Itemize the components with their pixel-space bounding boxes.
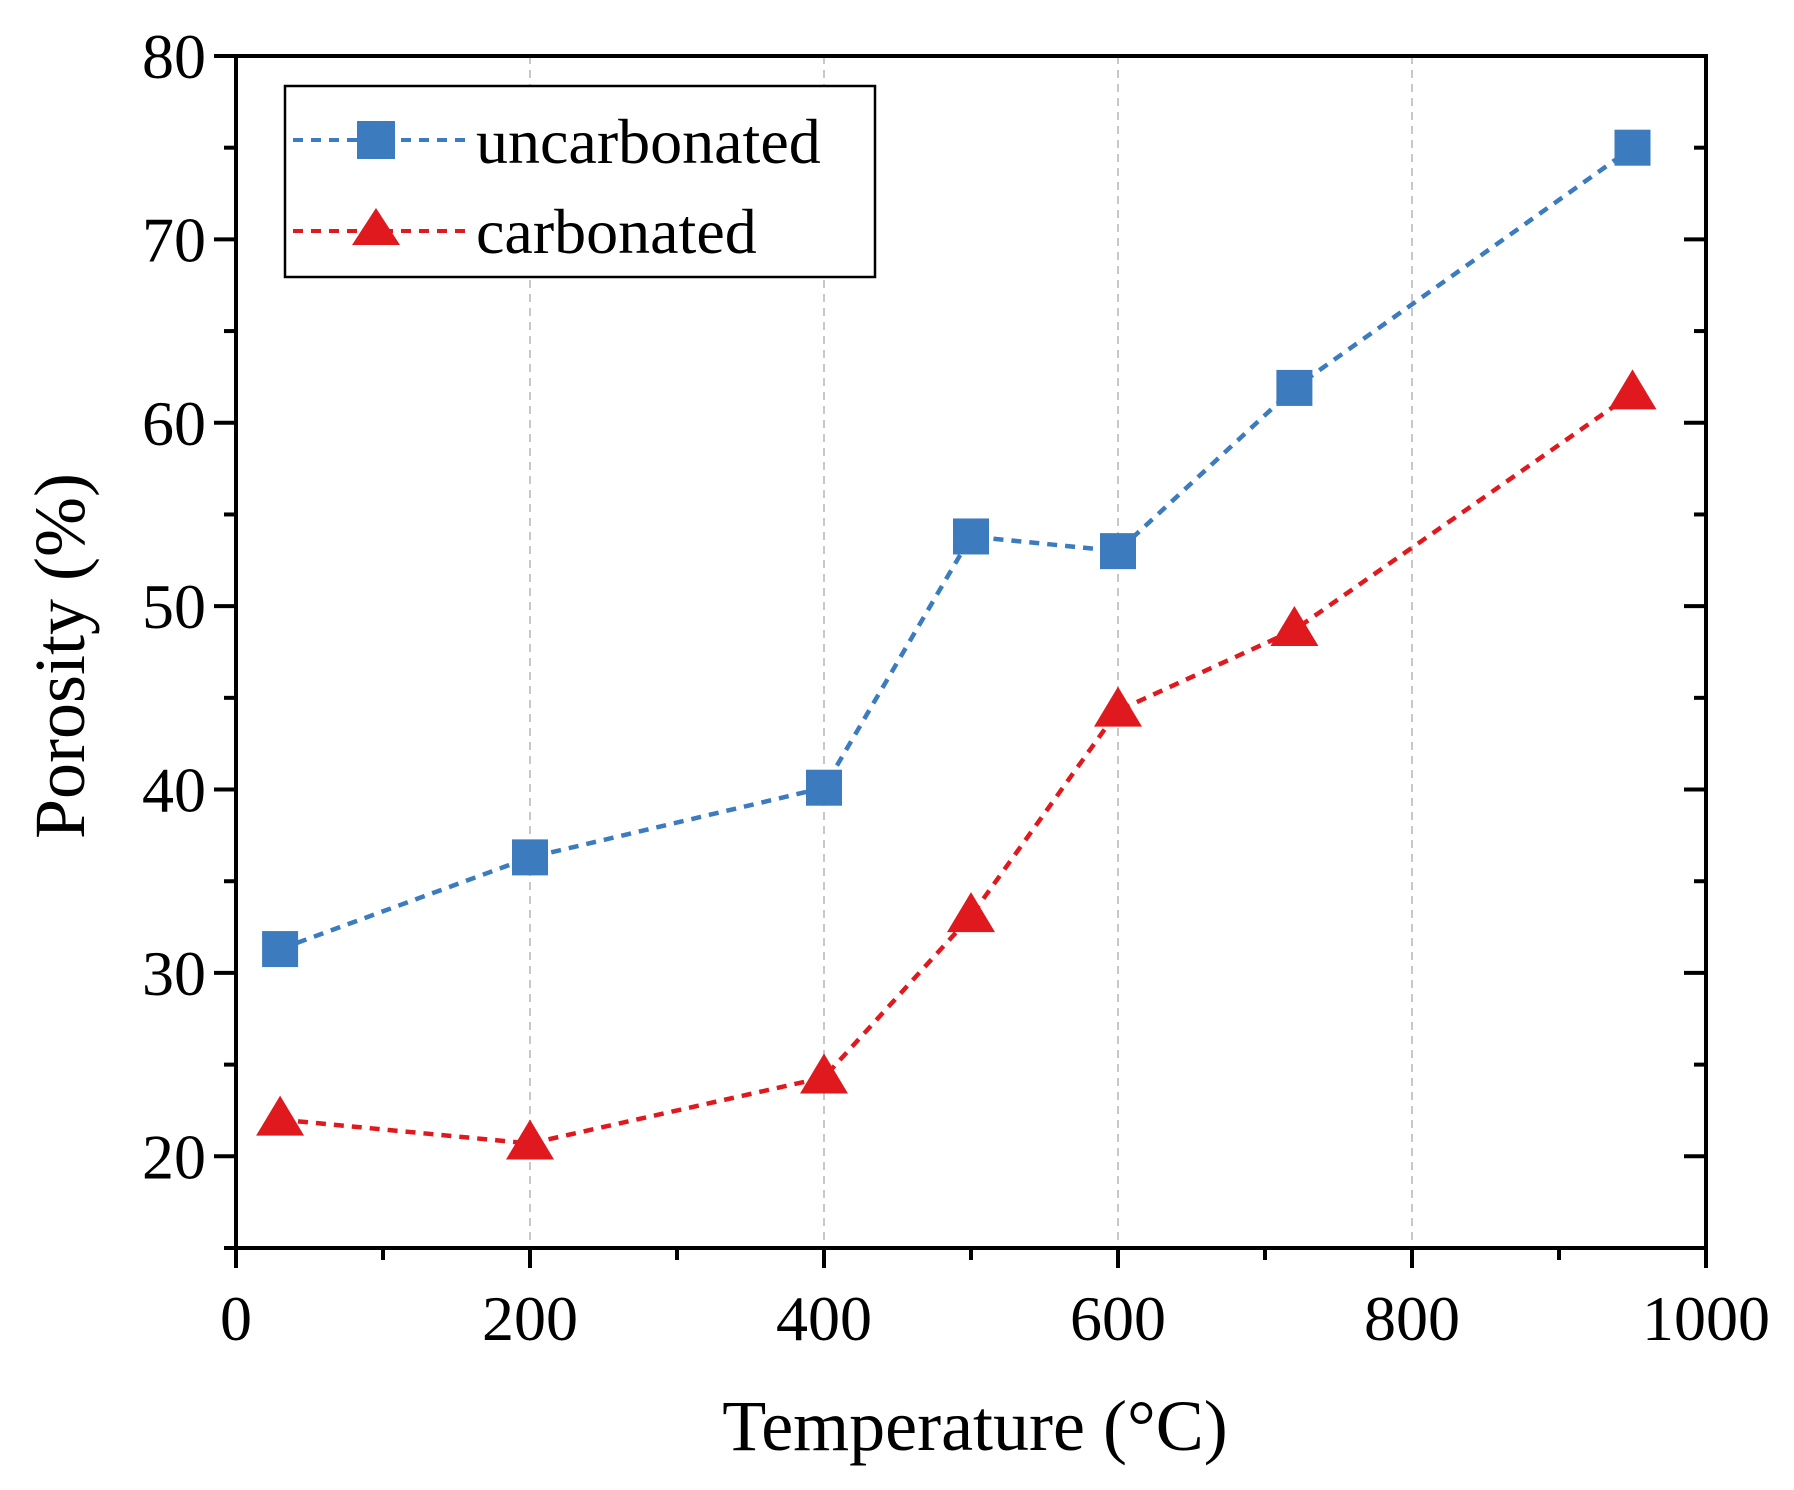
axis-ticks	[214, 54, 1708, 1268]
legend: uncarbonated carbonated	[283, 84, 877, 279]
legend-label-uncarbonated: uncarbonated	[476, 106, 821, 177]
y-tick-label-50: 50	[142, 571, 206, 642]
data-point-carbonated-3	[947, 892, 995, 933]
x-tick-label-400: 400	[776, 1283, 872, 1354]
data-point-carbonated-2	[800, 1053, 848, 1094]
y-tick-label-20: 20	[142, 1121, 206, 1192]
data-point-carbonated-1	[506, 1119, 554, 1160]
data-point-uncarbonated-2	[806, 769, 842, 806]
series-carbonated	[256, 369, 1657, 1160]
x-tick-label-0: 0	[220, 1283, 252, 1354]
legend-box	[283, 84, 877, 279]
data-point-carbonated-5	[1270, 605, 1319, 646]
data-point-uncarbonated-1	[512, 839, 548, 876]
data-point-uncarbonated-5	[1276, 369, 1313, 406]
x-tick-label-800: 800	[1364, 1283, 1460, 1354]
data-point-uncarbonated-4	[1100, 533, 1136, 570]
y-tick-label-30: 30	[142, 938, 206, 1009]
legend-marker-uncarbonated	[357, 121, 395, 159]
y-tick-label-40: 40	[142, 755, 206, 826]
y-tick-label-80: 80	[142, 21, 206, 92]
legend-marker-carbonated	[352, 208, 400, 245]
series-layer	[256, 129, 1657, 1160]
series-uncarbonated	[262, 129, 1651, 968]
x-tick-label-200: 200	[482, 1283, 578, 1354]
x-tick-label-1000: 1000	[1642, 1283, 1770, 1354]
y-tick-label-70: 70	[142, 204, 206, 275]
y-axis-title: Porosity (%)	[20, 473, 100, 839]
x-tick-label-600: 600	[1070, 1283, 1166, 1354]
data-point-carbonated-0	[256, 1095, 305, 1136]
data-point-uncarbonated-3	[953, 518, 989, 555]
y-tick-label-60: 60	[142, 388, 206, 459]
data-point-carbonated-6	[1608, 369, 1657, 410]
data-point-uncarbonated-0	[262, 931, 299, 968]
data-point-carbonated-4	[1094, 686, 1142, 727]
legend-label-carbonated: carbonated	[476, 196, 757, 267]
tick-labels: 0 200 400 600 800 1000 20 30 40 50 60 70 80	[142, 21, 1770, 1354]
x-axis-title: Temperature (°C)	[722, 1386, 1228, 1466]
data-point-uncarbonated-6	[1614, 129, 1651, 166]
